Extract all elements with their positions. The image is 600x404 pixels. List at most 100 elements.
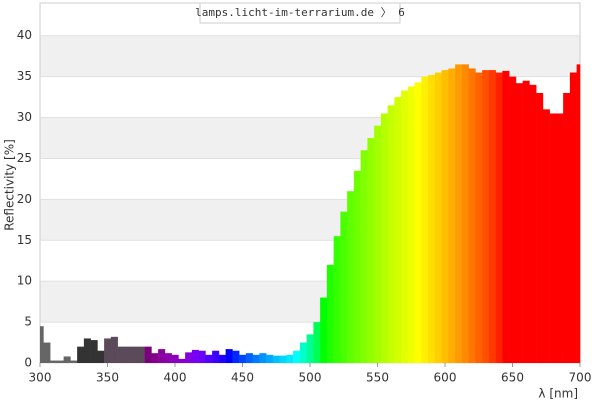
- x-tick-label: 500: [299, 371, 322, 385]
- spectrum-bar: [536, 93, 544, 363]
- spectrum-bar: [455, 64, 463, 363]
- spectrum-bar: [77, 346, 85, 363]
- spectrum-bar: [151, 353, 159, 363]
- spectrum-bar: [293, 350, 301, 363]
- spectrum-bar: [245, 353, 253, 363]
- spectrum-bar: [428, 75, 436, 363]
- spectrum-bar: [441, 70, 449, 363]
- y-tick-label: 30: [17, 110, 32, 124]
- x-tick-label: 350: [96, 371, 119, 385]
- spectrum-bar: [198, 350, 206, 363]
- spectrum-bar: [448, 68, 456, 364]
- spectrum-bar: [407, 86, 415, 364]
- spectrum-bar: [178, 358, 186, 363]
- spectrum-bar: [421, 76, 429, 364]
- y-tick-label: 25: [17, 151, 32, 165]
- spectrum-bar: [63, 356, 71, 363]
- spectrum-bar: [239, 354, 247, 363]
- spectrum-bar: [83, 338, 91, 363]
- spectrum-bar: [50, 360, 58, 363]
- x-tick-label: 700: [569, 371, 592, 385]
- spectrum-bar: [502, 70, 510, 363]
- spectrum-bar: [131, 346, 139, 363]
- spectrum-bar: [529, 84, 537, 364]
- spectrum-bar: [434, 72, 442, 363]
- spectrum-bar: [387, 105, 395, 363]
- spectrum-bar: [320, 297, 328, 363]
- x-tick-label: 600: [434, 371, 457, 385]
- spectrum-bar: [104, 338, 112, 363]
- spectrum-bar: [185, 352, 193, 363]
- x-axis-label: λ [nm]: [538, 387, 578, 401]
- spectrum-bar: [144, 346, 152, 363]
- y-tick-label: 35: [17, 69, 32, 83]
- spectrum-bar: [347, 191, 355, 363]
- spectrum-bar: [340, 211, 348, 363]
- x-tick-label: 450: [231, 371, 254, 385]
- spectrum-bar: [482, 70, 490, 363]
- spectrum-bar: [158, 349, 166, 363]
- y-tick-label: 20: [17, 192, 32, 206]
- spectrum-bar: [205, 354, 213, 363]
- spectrum-bar: [306, 334, 314, 363]
- y-tick-label: 5: [24, 315, 32, 329]
- spectrum-bar: [326, 264, 334, 363]
- spectrum-bar: [232, 350, 240, 363]
- spectrum-bar: [56, 360, 64, 363]
- y-tick-label: 15: [17, 233, 32, 247]
- spectrum-bar: [191, 349, 199, 363]
- spectrum-bar: [394, 97, 402, 363]
- spectrum-bar: [556, 113, 564, 363]
- y-tick-label: 10: [17, 274, 32, 288]
- spectrum-bar: [475, 72, 483, 363]
- spectrum-bar: [563, 93, 571, 363]
- spectrum-bar: [461, 64, 469, 363]
- spectrum-bar: [225, 349, 233, 363]
- spectrum-bar: [401, 90, 409, 363]
- spectrum-bar: [171, 354, 179, 363]
- spectrum-bar: [286, 354, 294, 363]
- spectrum-bar: [374, 125, 382, 364]
- title-box: [199, 2, 401, 24]
- y-tick-label: 40: [17, 28, 32, 42]
- y-tick-label: 0: [24, 356, 32, 370]
- spectrum-bar: [212, 350, 220, 363]
- spectrum-bar: [515, 83, 523, 363]
- spectrum-bar: [549, 113, 557, 363]
- spectrum-bar: [164, 353, 172, 363]
- spectrum-bar: [495, 72, 503, 363]
- spectrum-bar: [414, 82, 422, 363]
- spectrum-bar: [576, 64, 581, 363]
- spectrum-bar: [272, 355, 280, 363]
- chart-title: lamps.licht-im-terrarium.de 〉 6: [195, 6, 405, 19]
- spectrum-bar: [218, 354, 226, 363]
- spectrum-bar: [488, 70, 496, 363]
- x-tick-label: 650: [501, 371, 524, 385]
- x-tick-label: 400: [164, 371, 187, 385]
- spectrum-bar: [252, 354, 260, 363]
- spectrum-bar: [43, 342, 51, 363]
- x-tick-label: 550: [366, 371, 389, 385]
- spectrum-bar: [90, 340, 98, 363]
- spectrum-bar: [313, 322, 321, 363]
- grid-band: [40, 35, 580, 77]
- spectrum-bar: [509, 76, 517, 364]
- spectrum-bar: [40, 326, 44, 363]
- spectrum-bar: [333, 236, 341, 363]
- y-axis-label: Reflectivity [%]: [3, 139, 17, 231]
- spectrum-bar: [97, 350, 105, 363]
- x-tick-label: 300: [29, 371, 52, 385]
- spectrum-bar: [360, 150, 368, 363]
- spectrum-bar: [124, 346, 132, 363]
- spectrum-bar: [279, 355, 287, 363]
- spectrum-bar: [259, 353, 267, 363]
- spectrum-bar: [117, 346, 125, 363]
- spectrum-bar: [468, 68, 476, 364]
- spectrum-bar: [353, 170, 361, 363]
- spectrum-bar: [522, 80, 530, 364]
- spectrum-bar: [110, 336, 118, 363]
- spectrum-bar: [367, 138, 375, 363]
- spectrum-bar: [137, 346, 145, 363]
- spectrum-bar: [266, 354, 274, 363]
